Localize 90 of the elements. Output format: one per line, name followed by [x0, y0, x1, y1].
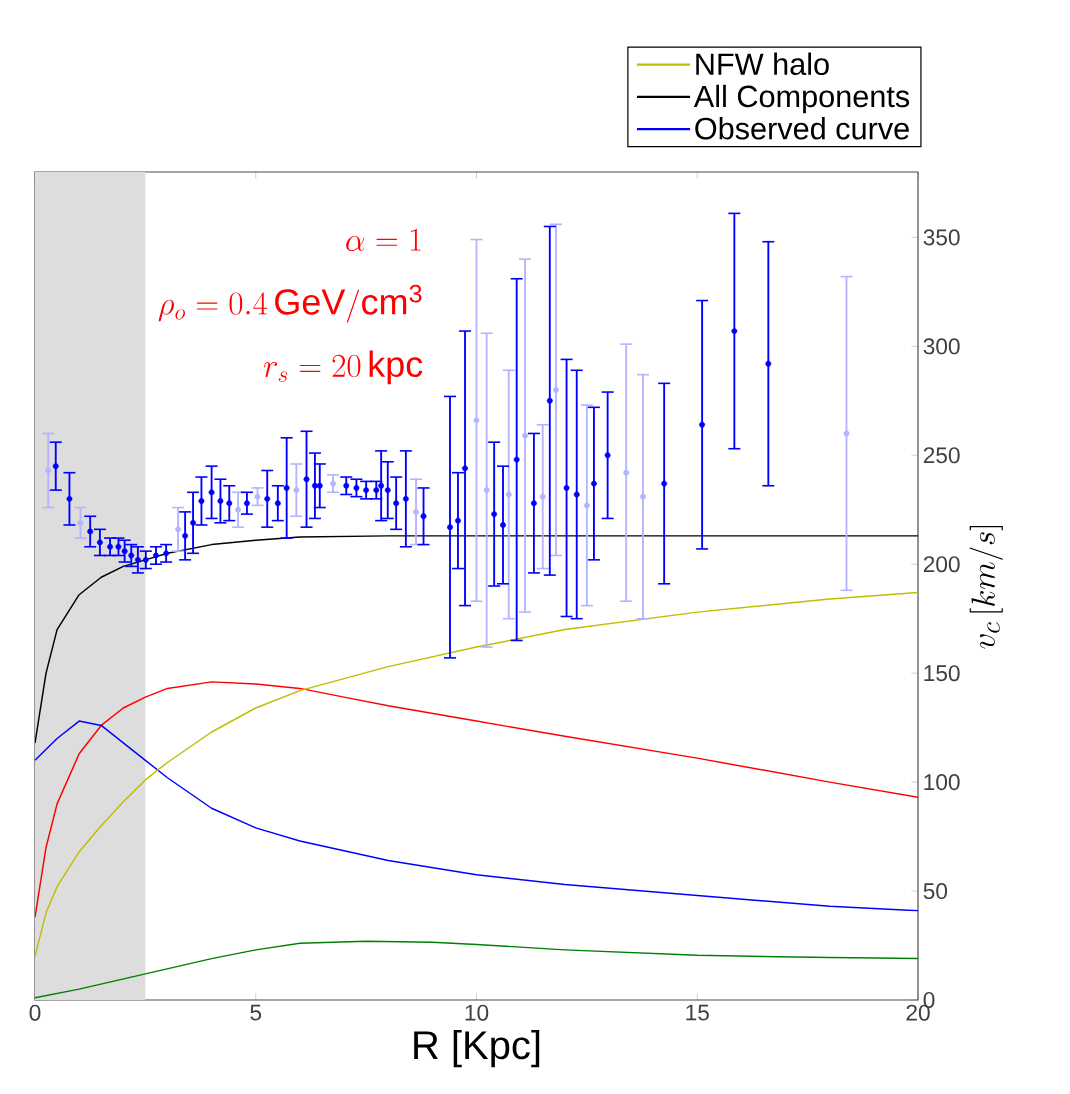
point	[843, 430, 850, 437]
point	[254, 493, 261, 500]
point	[539, 493, 546, 500]
point	[343, 482, 350, 489]
x-tick-label: 15	[686, 1004, 709, 1021]
annotation: $\alpha = 1$	[346, 228, 421, 251]
point	[591, 480, 597, 487]
point	[121, 548, 128, 555]
point	[765, 360, 772, 367]
point	[264, 495, 271, 502]
y-axis-title: $v_c\,[km/s]$	[969, 526, 1003, 649]
point	[283, 485, 290, 491]
point	[384, 487, 391, 494]
point	[393, 500, 400, 507]
point	[505, 491, 512, 498]
line-series	[35, 591, 919, 958]
y-tick-label: 250	[923, 447, 960, 464]
point	[473, 417, 480, 424]
point	[175, 526, 181, 533]
point	[66, 495, 73, 502]
point	[77, 519, 84, 526]
point	[447, 524, 453, 531]
point	[604, 452, 611, 459]
x-tick-label: 0	[29, 1004, 41, 1021]
point	[513, 456, 520, 463]
point	[163, 550, 170, 557]
point	[530, 500, 537, 507]
point	[96, 539, 103, 546]
point	[413, 508, 419, 515]
point	[583, 502, 590, 509]
point	[87, 528, 94, 535]
y-tick-label: 150	[924, 665, 960, 682]
point	[142, 556, 149, 563]
point	[107, 543, 113, 550]
point	[198, 498, 205, 504]
point	[293, 487, 300, 494]
y-tick-label: 300	[923, 338, 960, 355]
x-tick-label: 5	[250, 1004, 262, 1021]
point	[553, 386, 559, 393]
point	[699, 421, 706, 428]
y-tick-label: 50	[923, 883, 948, 900]
point	[45, 467, 52, 474]
point	[208, 489, 215, 496]
point	[330, 480, 336, 487]
x-tick-label: 10	[465, 1004, 489, 1021]
y-tick-label: 350	[923, 229, 960, 246]
point	[182, 532, 189, 539]
point	[491, 511, 498, 518]
point	[522, 432, 529, 439]
point	[731, 328, 738, 334]
point	[311, 482, 318, 489]
x-axis-title: R [Kpc]	[414, 1029, 540, 1068]
point	[316, 482, 323, 489]
point	[235, 506, 242, 513]
point	[134, 556, 141, 563]
point	[115, 543, 122, 550]
point	[546, 397, 553, 404]
point	[128, 552, 135, 559]
point	[462, 465, 468, 472]
point	[217, 498, 224, 504]
legend-label: NFW halo	[696, 52, 829, 76]
point	[153, 552, 159, 559]
point	[640, 493, 646, 500]
point	[226, 500, 233, 507]
point	[573, 491, 580, 498]
point	[363, 487, 370, 494]
annotation: $\rho_o = 0.4\,\mathrm{GeV/cm^3}$	[158, 284, 422, 323]
line-series	[35, 720, 919, 912]
point	[52, 463, 59, 470]
point	[402, 495, 409, 502]
annotation: $r_s = 20\,\mathrm{kpc}$	[263, 350, 423, 385]
point	[455, 517, 461, 524]
legend-label: All Components	[693, 84, 910, 114]
line-series	[35, 940, 919, 999]
point	[420, 513, 427, 520]
y-tick-label: 200	[923, 556, 960, 573]
legend-label: Observed curve	[695, 116, 909, 140]
point	[243, 500, 250, 507]
point	[190, 519, 196, 526]
point	[500, 522, 506, 528]
point	[661, 480, 668, 487]
line-series	[35, 681, 919, 918]
point	[303, 476, 310, 483]
point	[274, 500, 281, 507]
point	[623, 469, 630, 476]
y-tick-label: 100	[924, 774, 960, 791]
point	[483, 487, 490, 494]
point	[373, 487, 380, 494]
point	[353, 485, 360, 491]
point	[563, 485, 570, 491]
